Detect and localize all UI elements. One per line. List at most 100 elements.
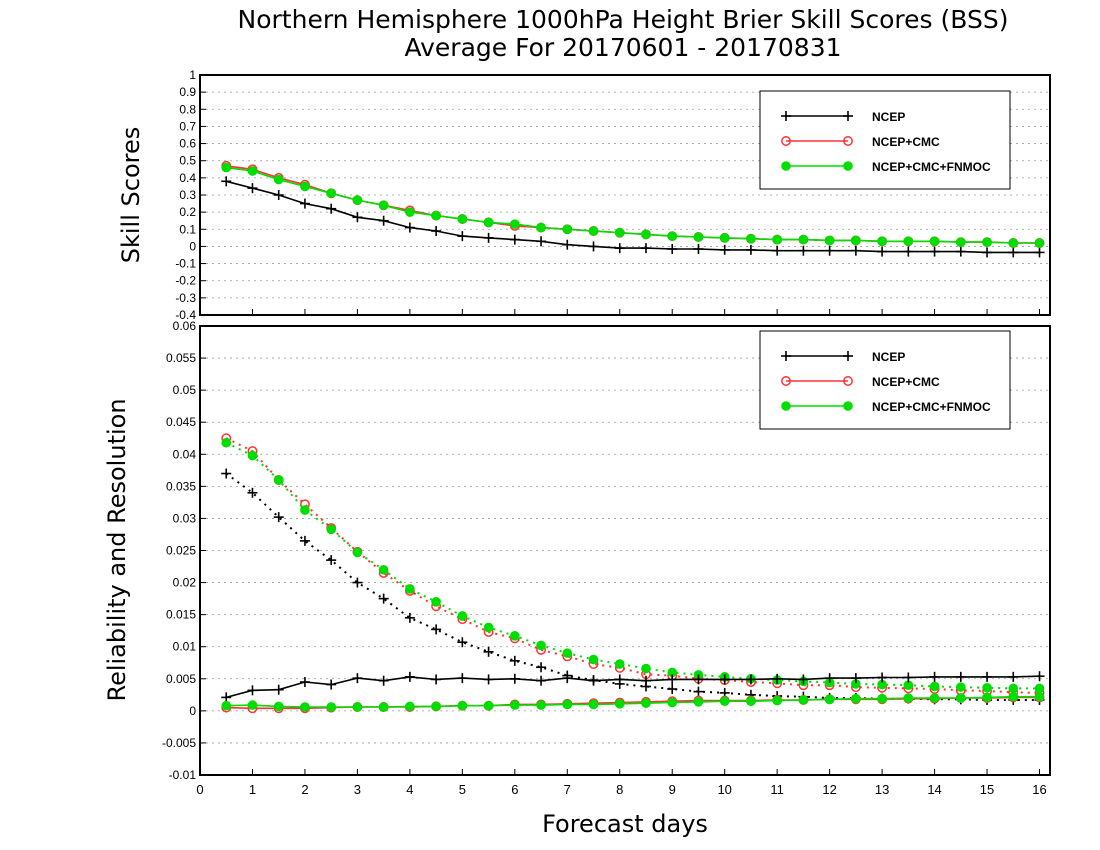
y-tick-label: 0.7 <box>179 119 196 133</box>
legend-marker <box>843 136 853 146</box>
data-point <box>693 697 704 707</box>
data-point <box>982 247 993 258</box>
y-tick-label: -0.005 <box>162 736 196 750</box>
x-tick-label: 0 <box>196 782 203 797</box>
data-point <box>772 245 783 256</box>
bottom-legend: NCEP NCEP+CMC NCEP+CMC+FNMOC <box>759 330 1011 430</box>
data-point <box>247 685 258 696</box>
data-point <box>326 702 336 712</box>
y-tick-label: 0.3 <box>179 188 196 202</box>
data-point <box>956 693 966 703</box>
legend-label: NCEP <box>872 350 905 364</box>
y-tick-label: 0 <box>189 239 196 253</box>
x-tick-label: 2 <box>301 782 308 797</box>
data-point <box>614 227 625 238</box>
data-point <box>509 673 520 684</box>
data-point <box>1008 247 1019 258</box>
data-point <box>562 673 573 684</box>
data-point <box>273 701 284 712</box>
data-point <box>877 679 887 690</box>
series-line <box>225 472 1040 701</box>
data-point <box>562 699 573 710</box>
data-point <box>404 671 415 682</box>
x-tick-label: 6 <box>511 782 518 797</box>
data-point <box>221 468 232 479</box>
data-point <box>326 203 337 214</box>
data-point <box>483 674 494 685</box>
data-point <box>273 684 284 695</box>
y-tick-label: 0.8 <box>179 102 196 116</box>
data-point <box>352 673 363 684</box>
data-point <box>457 700 468 711</box>
data-point <box>929 236 940 247</box>
data-point <box>247 183 258 194</box>
data-point <box>772 673 783 684</box>
data-point <box>326 555 337 566</box>
chart-title-line1: Northern Hemisphere 1000hPa Height Brier… <box>238 5 1009 34</box>
y-tick-label: 0.01 <box>173 640 197 654</box>
y-tick-label: -0.01 <box>169 768 197 782</box>
series-line <box>225 441 1040 690</box>
data-point <box>405 207 415 217</box>
top-legend: NCEP NCEP+CMC NCEP+CMC+FNMOC <box>759 90 1011 190</box>
x-tick-label: 13 <box>875 782 889 797</box>
data-point <box>824 694 835 705</box>
data-point <box>300 181 310 192</box>
data-point <box>614 243 625 254</box>
reliability-resolution-panel: -0.01 -0.005 0 0.005 0.01 0.015 0.02 0.025 0.03 0… <box>103 319 1051 797</box>
data-point <box>221 176 232 187</box>
data-point <box>824 245 835 256</box>
y-tick-label: 0.035 <box>166 479 196 493</box>
data-point <box>877 693 887 704</box>
data-point <box>510 700 520 710</box>
data-point <box>719 244 730 255</box>
data-point <box>798 234 809 245</box>
top-series-group <box>221 160 1045 258</box>
legend-marker <box>843 161 853 171</box>
series-ncep <box>221 176 1045 258</box>
data-point <box>1034 683 1045 694</box>
y-tick-label: 0.04 <box>173 447 197 461</box>
data-point <box>877 246 888 257</box>
data-point <box>483 622 494 633</box>
data-point <box>745 244 756 255</box>
legend-marker <box>781 376 791 386</box>
x-tick-label: 4 <box>406 782 413 797</box>
data-point <box>746 696 756 707</box>
data-point <box>431 210 441 221</box>
data-point <box>326 188 336 199</box>
data-point <box>510 219 520 229</box>
data-point <box>562 648 573 658</box>
data-point <box>378 702 389 712</box>
legend-marker <box>781 161 791 171</box>
x-tick-label: 3 <box>354 782 361 797</box>
x-tick-label: 1 <box>249 782 256 797</box>
data-point <box>929 671 940 682</box>
data-point <box>221 692 232 703</box>
series-ncep-resolution <box>221 468 1045 705</box>
legend-marker <box>843 376 853 386</box>
data-point <box>536 640 546 651</box>
data-point <box>640 675 651 686</box>
series-line <box>225 675 1040 699</box>
data-point <box>982 692 992 703</box>
data-point <box>221 162 232 173</box>
y-tick-label: 0.025 <box>166 544 196 558</box>
legend-marker <box>843 351 853 361</box>
data-point <box>929 693 940 703</box>
y-tick-label: 0.045 <box>166 415 196 429</box>
data-point <box>614 699 625 709</box>
data-point <box>352 195 363 205</box>
legend-box <box>759 330 1011 430</box>
x-tick-label: 5 <box>459 782 466 797</box>
data-point <box>536 236 547 247</box>
data-point <box>1008 691 1019 702</box>
series-ncep-cmc-fnmoc-resolution <box>221 437 1045 694</box>
y-tick-label: -0.3 <box>175 291 196 305</box>
data-point <box>404 222 415 233</box>
data-point <box>431 226 442 236</box>
y-tick-label: 0.055 <box>166 351 196 365</box>
data-point <box>378 215 389 226</box>
data-point <box>509 655 520 666</box>
